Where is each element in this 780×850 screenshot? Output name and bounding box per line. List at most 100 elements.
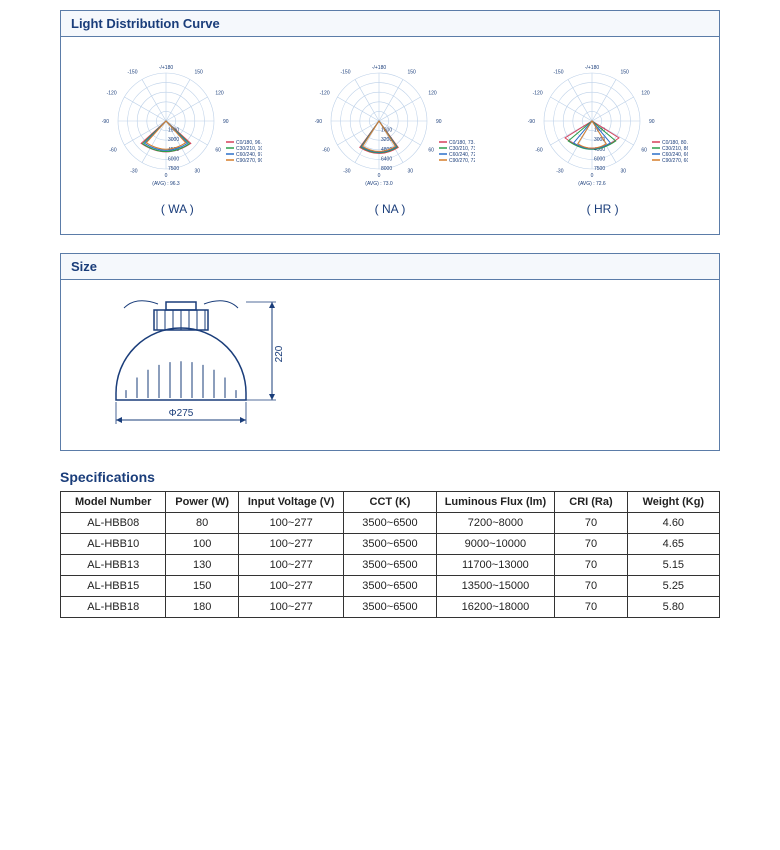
- polar-curve-label: ( NA ): [300, 202, 480, 216]
- spec-cell: 180: [166, 597, 238, 618]
- svg-text:0: 0: [590, 173, 593, 179]
- spec-cell: AL-HBB10: [61, 534, 166, 555]
- specifications-title: Specifications: [60, 469, 720, 485]
- spec-cell: 150: [166, 576, 238, 597]
- svg-text:-30: -30: [131, 168, 138, 174]
- polar-curve-hr: -/+180-150-120-90-60-3015012090603001500…: [513, 55, 693, 216]
- svg-text:30: 30: [195, 168, 201, 174]
- spec-header-cell: CRI (Ra): [555, 492, 627, 513]
- svg-text:120: 120: [641, 91, 650, 97]
- svg-text:-90: -90: [527, 119, 534, 125]
- light-distribution-body: -/+180-150-120-90-60-3015012090603001500…: [61, 37, 719, 234]
- size-title: Size: [61, 254, 719, 280]
- spec-row: AL-HBB0880100~2773500~65007200~8000704.6…: [61, 513, 720, 534]
- svg-text:90: 90: [223, 119, 229, 125]
- svg-text:0: 0: [165, 173, 168, 179]
- svg-text:120: 120: [428, 91, 437, 97]
- svg-text:-120: -120: [532, 91, 542, 97]
- spec-cell: 13500~15000: [436, 576, 555, 597]
- spec-cell: 4.65: [627, 534, 719, 555]
- svg-text:150: 150: [407, 70, 416, 76]
- size-panel: Size Φ275 220: [60, 253, 720, 451]
- svg-text:(AVG) : 73.0: (AVG) : 73.0: [365, 181, 393, 187]
- spec-cell: 3500~6500: [344, 534, 436, 555]
- svg-text:60: 60: [216, 148, 222, 154]
- spec-cell: 100~277: [238, 555, 343, 576]
- spec-header-row: Model NumberPower (W)Input Voltage (V)CC…: [61, 492, 720, 513]
- svg-text:8000: 8000: [381, 166, 392, 172]
- svg-text:C90/270, 90.9: C90/270, 90.9: [236, 158, 262, 164]
- svg-text:90: 90: [436, 119, 442, 125]
- curves-row: -/+180-150-120-90-60-3015012090603001500…: [71, 47, 709, 224]
- spec-row: AL-HBB15150100~2773500~650013500~1500070…: [61, 576, 720, 597]
- specifications-section: Specifications Model NumberPower (W)Inpu…: [60, 469, 720, 618]
- size-body: Φ275 220: [61, 280, 719, 450]
- svg-text:6000: 6000: [594, 156, 605, 162]
- spec-header-cell: CCT (K): [344, 492, 436, 513]
- polar-curve-na: -/+180-150-120-90-60-3015012090603001600…: [300, 55, 480, 216]
- spec-cell: AL-HBB15: [61, 576, 166, 597]
- spec-header-cell: Luminous Flux (lm): [436, 492, 555, 513]
- spec-header-cell: Weight (Kg): [627, 492, 719, 513]
- spec-cell: 9000~10000: [436, 534, 555, 555]
- svg-text:C90/270, 72.8: C90/270, 72.8: [449, 158, 475, 164]
- spec-cell: 3500~6500: [344, 576, 436, 597]
- spec-cell: 4.60: [627, 513, 719, 534]
- svg-text:120: 120: [216, 91, 225, 97]
- spec-cell: 70: [555, 555, 627, 576]
- spec-row: AL-HBB13130100~2773500~650011700~1300070…: [61, 555, 720, 576]
- svg-text:-30: -30: [556, 168, 563, 174]
- spec-cell: 3500~6500: [344, 555, 436, 576]
- svg-text:7500: 7500: [594, 166, 605, 172]
- spec-cell: 100~277: [238, 534, 343, 555]
- svg-text:(AVG) : 72.6: (AVG) : 72.6: [578, 181, 606, 187]
- polar-curve-label: ( WA ): [87, 202, 267, 216]
- spec-row: AL-HBB18180100~2773500~650016200~1800070…: [61, 597, 720, 618]
- spec-cell: 3500~6500: [344, 597, 436, 618]
- spec-cell: 100: [166, 534, 238, 555]
- light-distribution-title: Light Distribution Curve: [61, 11, 719, 37]
- svg-text:0: 0: [378, 173, 381, 179]
- spec-header-cell: Input Voltage (V): [238, 492, 343, 513]
- spec-cell: 3500~6500: [344, 513, 436, 534]
- svg-text:Φ275: Φ275: [169, 408, 194, 419]
- spec-cell: 5.25: [627, 576, 719, 597]
- spec-cell: 5.80: [627, 597, 719, 618]
- spec-cell: 80: [166, 513, 238, 534]
- svg-text:-60: -60: [535, 148, 542, 154]
- spec-cell: 100~277: [238, 576, 343, 597]
- spec-cell: AL-HBB08: [61, 513, 166, 534]
- spec-cell: 16200~18000: [436, 597, 555, 618]
- spec-cell: 100~277: [238, 597, 343, 618]
- svg-text:-150: -150: [340, 70, 350, 76]
- svg-text:60: 60: [428, 148, 434, 154]
- spec-cell: 5.15: [627, 555, 719, 576]
- svg-text:-120: -120: [320, 91, 330, 97]
- spec-cell: 70: [555, 597, 627, 618]
- svg-text:3000: 3000: [168, 137, 179, 143]
- polar-curve-wa: -/+180-150-120-90-60-3015012090603001500…: [87, 55, 267, 216]
- svg-text:220: 220: [274, 345, 285, 362]
- svg-text:90: 90: [649, 119, 655, 125]
- spec-header-cell: Model Number: [61, 492, 166, 513]
- svg-text:-90: -90: [102, 119, 109, 125]
- svg-text:6400: 6400: [381, 156, 392, 162]
- svg-text:-90: -90: [315, 119, 322, 125]
- svg-text:-30: -30: [343, 168, 350, 174]
- svg-text:-/+180: -/+180: [584, 65, 599, 71]
- svg-text:C90/270, 60.5: C90/270, 60.5: [662, 158, 688, 164]
- spec-cell: 11700~13000: [436, 555, 555, 576]
- svg-text:6000: 6000: [168, 156, 179, 162]
- svg-text:-120: -120: [107, 91, 117, 97]
- spec-cell: 70: [555, 513, 627, 534]
- specifications-table: Model NumberPower (W)Input Voltage (V)CC…: [60, 491, 720, 618]
- spec-header-cell: Power (W): [166, 492, 238, 513]
- polar-curve-label: ( HR ): [513, 202, 693, 216]
- svg-text:-150: -150: [553, 70, 563, 76]
- spec-cell: 130: [166, 555, 238, 576]
- svg-text:-/+180: -/+180: [372, 65, 387, 71]
- spec-cell: 70: [555, 534, 627, 555]
- spec-row: AL-HBB10100100~2773500~65009000~10000704…: [61, 534, 720, 555]
- spec-cell: AL-HBB18: [61, 597, 166, 618]
- svg-text:30: 30: [620, 168, 626, 174]
